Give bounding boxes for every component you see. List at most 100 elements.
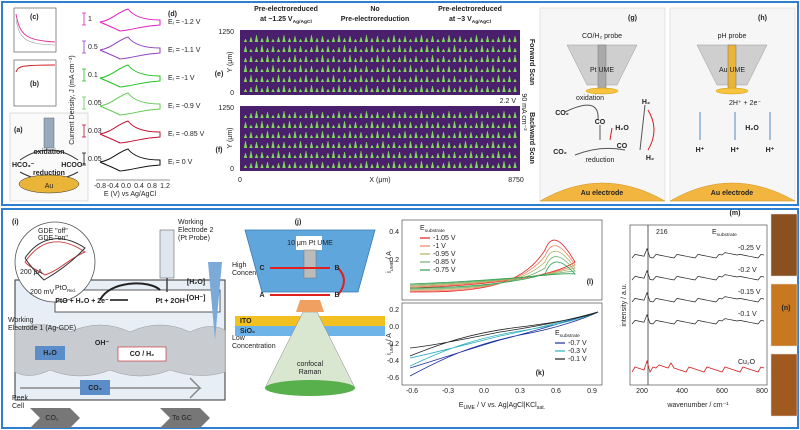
- label: pH probe: [718, 33, 747, 40]
- heatmap-spike: [364, 141, 369, 149]
- heatmap-spike: [315, 132, 319, 139]
- heatmap-spike: [348, 35, 352, 43]
- heatmap-spike: [265, 154, 270, 159]
- label: 90 mA cm⁻²: [520, 93, 527, 131]
- label: E (V) vs Ag/AgCl: [104, 191, 157, 198]
- label: Au: [45, 183, 54, 190]
- label: High: [232, 262, 247, 269]
- heatmap-spike: [386, 143, 391, 149]
- heatmap-spike: [359, 74, 363, 83]
- heatmap-spike: [469, 143, 473, 149]
- heatmap-spike: [315, 113, 319, 119]
- heatmap-spike: [315, 37, 319, 43]
- text-part: at −1.25 V: [260, 16, 293, 23]
- heatmap-spike: [474, 65, 479, 73]
- spectrum-cu2o: [631, 359, 765, 374]
- heatmap-spike: [304, 48, 308, 53]
- heatmap-spike: [359, 55, 363, 63]
- label: Working: [178, 219, 204, 226]
- arrows-h: [699, 112, 771, 140]
- cv-curve: [99, 92, 161, 116]
- heatmap-spike: [430, 111, 435, 119]
- heatmap-spike: [425, 132, 429, 139]
- label: H⁺: [766, 147, 775, 154]
- heatmap-spike: [463, 121, 468, 129]
- heatmap-spike: [331, 36, 336, 43]
- heatmap-spike: [337, 65, 341, 73]
- heatmap-spike: [260, 37, 264, 43]
- heatmap-spike: [485, 47, 490, 53]
- heatmap-spike: [359, 131, 363, 139]
- heatmap-spike: [260, 56, 264, 63]
- heatmap-spike: [447, 160, 451, 169]
- heatmap-spike: [408, 38, 413, 43]
- heatmap-spike: [370, 56, 374, 63]
- heatmap-spike: [249, 36, 253, 43]
- label: 1.2: [160, 183, 170, 190]
- heatmap-spike: [452, 132, 457, 139]
- heatmap-spike: [458, 85, 462, 93]
- label: 0.9: [587, 388, 597, 395]
- heatmap-spike: [441, 36, 446, 43]
- label: Pre-electroreduced: [438, 6, 502, 13]
- heatmap-spike: [276, 131, 281, 139]
- heatmap-spike: [513, 130, 517, 139]
- heatmap-spike: [249, 55, 253, 63]
- heatmap-spike: [309, 46, 314, 53]
- label: at −3 VAg/AgCl: [449, 16, 492, 25]
- heatmap-spike: [436, 121, 440, 129]
- heatmap-spike: [243, 140, 248, 149]
- heatmap-spike: [425, 37, 429, 43]
- heatmap-spike: [353, 64, 358, 73]
- heatmap-spike: [441, 131, 446, 139]
- heatmap-spike: [331, 67, 336, 73]
- heatmap-spike: [480, 120, 484, 129]
- heatmap-spike: [370, 151, 374, 159]
- heatmap-spike: [430, 154, 435, 159]
- heatmap-spike: [463, 76, 468, 83]
- heatmap-spike: [408, 88, 413, 93]
- heatmap-spike: [496, 131, 501, 139]
- label: GDE "off": [38, 228, 68, 235]
- heatmap-spike: [243, 76, 248, 83]
- label: (n): [782, 305, 791, 312]
- heatmap-spike: [293, 161, 297, 169]
- heatmap-spike: [370, 68, 374, 73]
- heatmap-spike: [414, 55, 418, 63]
- text-part: / A: [386, 333, 393, 343]
- heatmap-spike: [507, 37, 512, 43]
- heatmap-spike: [430, 54, 435, 63]
- heatmap-spike: [397, 163, 402, 169]
- label: -0.95 V: [433, 251, 456, 258]
- label: 216: [656, 229, 668, 236]
- heatmap-spike: [243, 45, 248, 53]
- label: Esubstrate: [420, 225, 445, 234]
- heatmap-spike: [254, 141, 259, 149]
- heatmap-spike: [502, 110, 506, 119]
- heatmap-spike: [353, 45, 358, 53]
- heatmap-spike: [436, 152, 440, 159]
- plot-b-frame: [13, 59, 57, 107]
- heatmap-spike: [463, 114, 468, 119]
- label: PtO + H₂O + 2e⁻: [55, 298, 109, 305]
- text-part: / A: [386, 251, 393, 261]
- probe-a: [43, 117, 55, 149]
- heatmap-spike: [513, 35, 517, 43]
- heatmap-spike: [430, 47, 435, 53]
- heatmap-spike: [502, 141, 506, 149]
- heatmap-spike: [260, 151, 264, 159]
- heatmap-spike: [414, 86, 418, 93]
- flow-chevron: [160, 408, 210, 428]
- heatmap-spike: [397, 56, 402, 63]
- label: CO₂: [553, 149, 567, 156]
- label: 0.05: [88, 156, 102, 163]
- heatmap-spike: [320, 47, 325, 53]
- heatmap-spike: [447, 153, 451, 159]
- heatmap-spike: [293, 78, 297, 83]
- heatmap-spike: [254, 153, 259, 159]
- label: -0.1 V: [738, 311, 757, 318]
- heatmap-spike: [436, 133, 440, 139]
- heatmap-spike: [436, 76, 440, 83]
- heatmap-spike: [304, 55, 308, 63]
